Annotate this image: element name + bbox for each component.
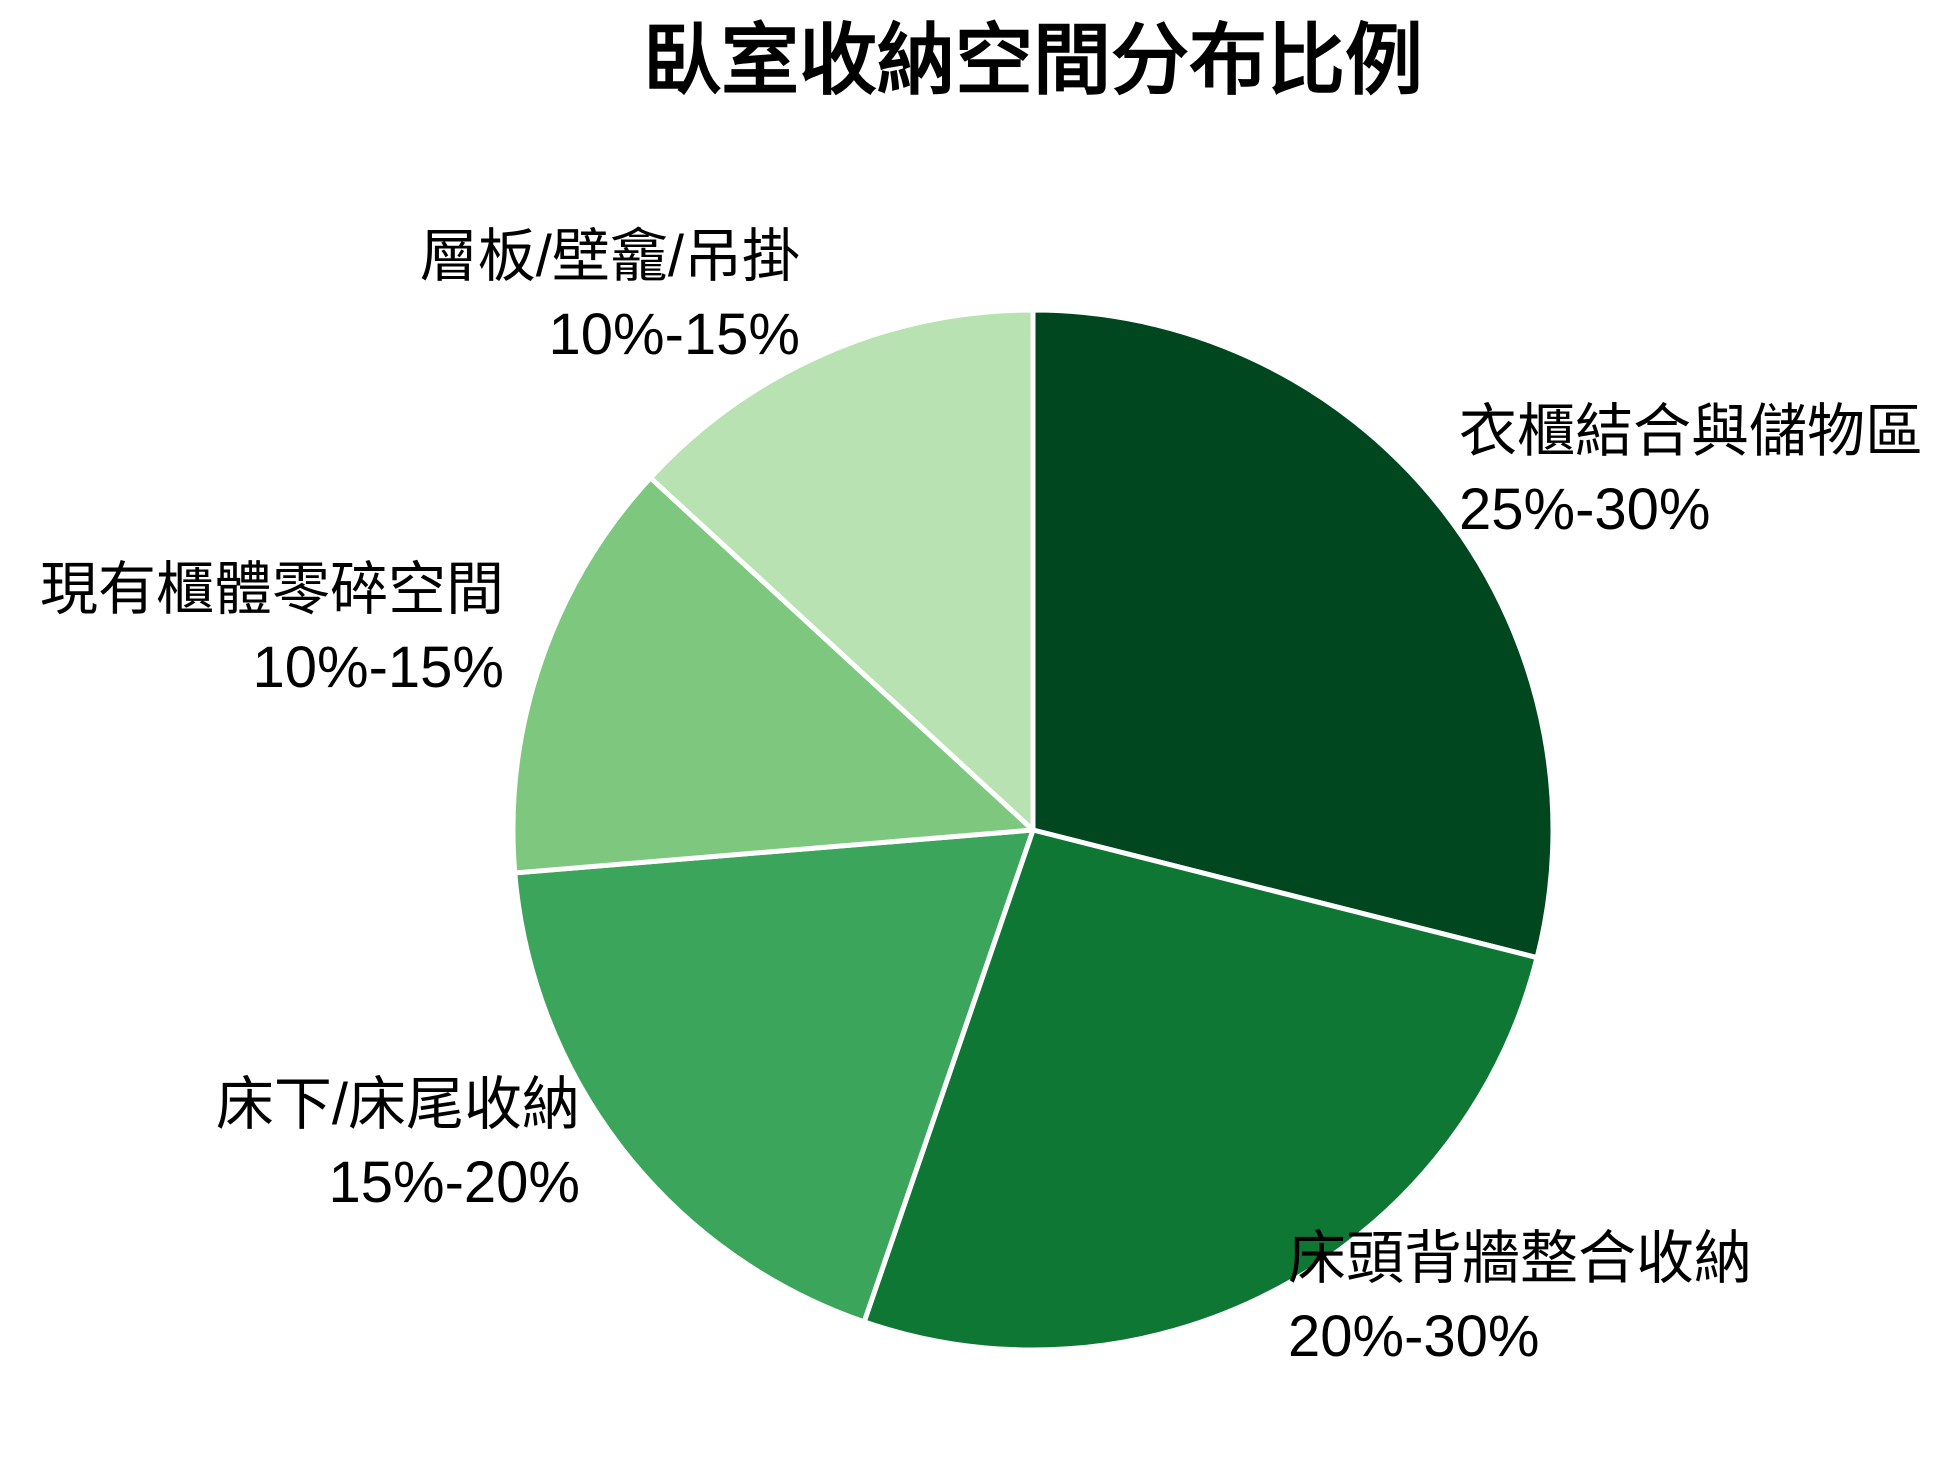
slice-label-text: 層板/壁龕/吊掛 [419,224,800,289]
pie-slice-4 [647,307,1036,833]
slice-label-range: 10%-15% [548,302,800,367]
slice-label-range: 15%-20% [328,1150,580,1215]
slice-label-range: 25%-30% [1459,477,1711,542]
pie-slice-2 [512,827,1036,1325]
slice-label-text: 現有櫃體零碎空間 [39,557,504,622]
slice-label-headboard-wall: 床頭背牆整合收納 20%-30% [1288,1220,1752,1376]
slice-label-text: 床下/床尾收納 [215,1072,580,1137]
slice-label-text: 衣櫃結合與儲物區 [1459,399,1924,464]
pie-slice-3 [510,475,1036,876]
slice-label-shelf-niche-hanging: 層板/壁龕/吊掛 10%-15% [420,218,800,374]
slice-label-range: 10%-15% [252,635,504,700]
slice-label-wardrobe-storage: 衣櫃結合與儲物區 25%-30% [1459,393,1923,549]
pie-slice-1 [861,827,1540,1353]
chart-title: 臥室收納空間分布比例 [642,16,1424,104]
slice-label-text: 床頭背牆整合收納 [1288,1226,1753,1291]
slice-label-under-bed: 床下/床尾收納 15%-20% [216,1066,580,1222]
pie-slice-0 [1030,307,1556,961]
slice-label-range: 20%-30% [1288,1304,1540,1369]
slice-label-cabinet-gaps: 現有櫃體零碎空間 10%-15% [40,551,504,707]
